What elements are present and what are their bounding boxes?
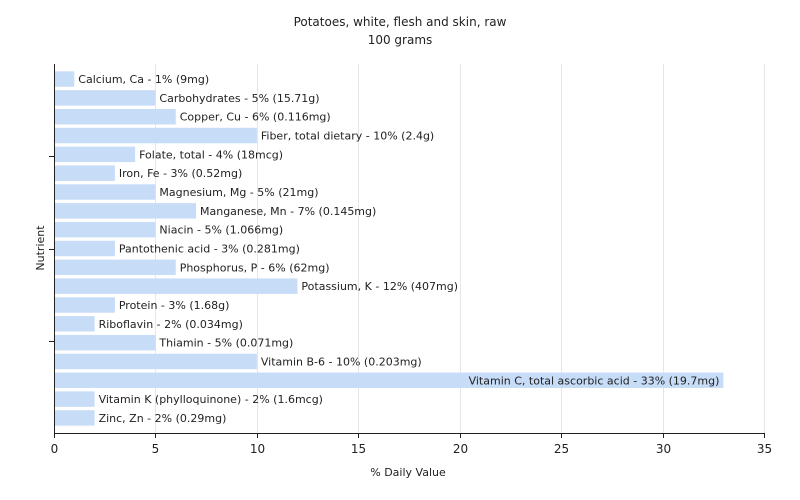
bar-label: Carbohydrates - 5% (15.71g) <box>159 92 319 105</box>
bar <box>55 259 176 276</box>
bar <box>55 165 115 181</box>
grid-lines <box>155 64 765 433</box>
bar <box>55 410 95 426</box>
bar-label: Folate, total - 4% (18mcg) <box>139 148 283 161</box>
x-tick-label: 5 <box>152 442 160 456</box>
bar <box>55 391 95 407</box>
bar-label: Riboflavin - 2% (0.034mg) <box>99 318 243 331</box>
bar <box>55 90 156 106</box>
x-axis-label: % Daily Value <box>370 466 446 479</box>
x-tick-label: 30 <box>656 442 671 456</box>
bar <box>55 203 196 219</box>
bar-label: Manganese, Mn - 7% (0.145mg) <box>200 205 376 218</box>
bar <box>55 372 724 389</box>
y-axis-label: Nutrient <box>34 225 47 271</box>
bar <box>55 334 156 351</box>
bar-label: Vitamin K (phylloquinone) - 2% (1.6mcg) <box>99 393 323 406</box>
bar <box>55 184 156 200</box>
x-tick-label: 20 <box>453 442 468 456</box>
bar <box>55 297 115 313</box>
x-tick-label: 10 <box>250 442 265 456</box>
bar <box>55 278 298 294</box>
bar <box>55 240 115 257</box>
bar-label: Pantothenic acid - 3% (0.281mg) <box>119 243 300 256</box>
bar-label: Protein - 3% (1.68g) <box>119 299 230 312</box>
bar <box>55 71 75 87</box>
bar-label: Vitamin B-6 - 10% (0.203mg) <box>261 355 422 368</box>
bar-label: Fiber, total dietary - 10% (2.4g) <box>261 130 434 143</box>
chart-subtitle: 100 grams <box>368 33 433 47</box>
chart-title: Potatoes, white, flesh and skin, raw <box>294 15 507 29</box>
bar <box>55 146 136 163</box>
bar <box>55 221 156 238</box>
bar <box>55 109 176 125</box>
bar-label: Zinc, Zn - 2% (0.29mg) <box>99 412 227 425</box>
bar-label: Niacin - 5% (1.066mg) <box>159 224 283 237</box>
bar <box>55 127 257 144</box>
bar <box>55 353 257 370</box>
x-tick-label: 25 <box>554 442 569 456</box>
bars <box>55 71 724 426</box>
bar-label: Calcium, Ca - 1% (9mg) <box>78 73 209 86</box>
x-tick-label: 35 <box>757 442 772 456</box>
bar <box>55 316 95 332</box>
bar-label: Magnesium, Mg - 5% (21mg) <box>159 186 318 199</box>
x-tick-label: 0 <box>51 442 59 456</box>
bar-label: Iron, Fe - 3% (0.52mg) <box>119 167 242 180</box>
bar-label: Vitamin C, total ascorbic acid - 33% (19… <box>469 374 720 387</box>
axes: 0 5 10 15 20 25 30 35 <box>49 64 772 456</box>
bar-labels: Calcium, Ca - 1% (9mg) Carbohydrates - 5%… <box>78 73 719 425</box>
bar-label: Copper, Cu - 6% (0.116mg) <box>180 111 331 124</box>
bar-label: Thiamin - 5% (0.071mg) <box>158 337 293 350</box>
bar-label: Phosphorus, P - 6% (62mg) <box>180 261 330 274</box>
bar-label: Potassium, K - 12% (407mg) <box>301 280 458 293</box>
x-tick-label: 15 <box>351 442 366 456</box>
